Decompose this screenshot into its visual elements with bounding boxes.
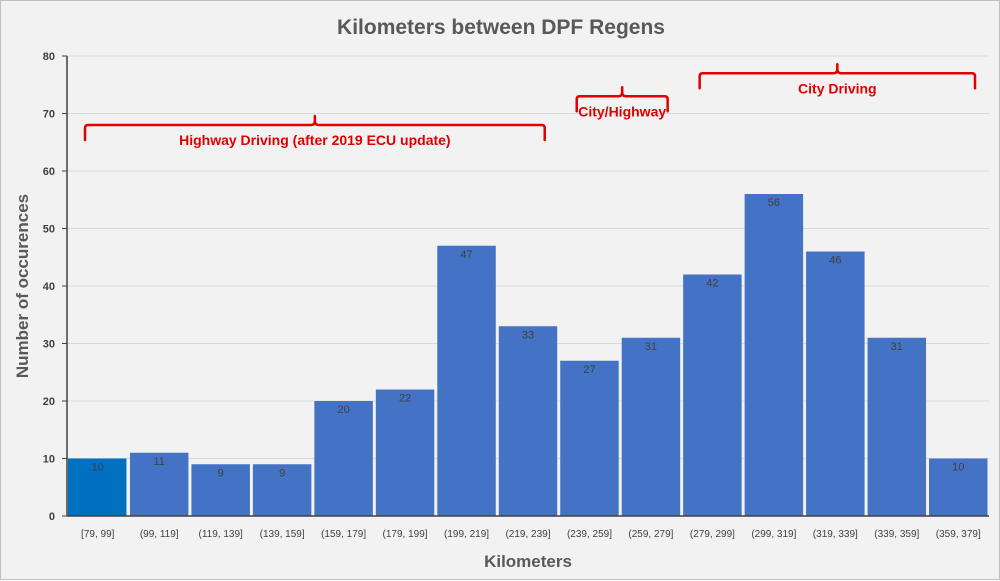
x-tick-label: (259, 279] (628, 529, 673, 540)
bar (129, 452, 189, 516)
data-label: 56 (768, 197, 780, 209)
x-tick-label: (319, 339] (813, 529, 858, 540)
x-tick-label: (359, 379] (936, 529, 981, 540)
data-label: 22 (399, 393, 411, 405)
data-label: 33 (522, 329, 534, 341)
x-tick-label: (119, 139] (199, 529, 244, 540)
axes (62, 55, 989, 517)
x-tick-label: (219, 239] (505, 529, 550, 540)
data-label: 31 (645, 341, 657, 353)
y-tick-label: 80 (43, 51, 55, 63)
y-tick-labels: 0 10 20 30 40 50 60 70 80 (43, 51, 55, 523)
bar (929, 458, 988, 516)
x-tick-label: [79, 99] (81, 529, 115, 540)
y-tick-label: 0 (49, 511, 55, 523)
x-tick-label: (199, 219] (444, 529, 489, 540)
bar (252, 464, 312, 516)
annotation-label: City/Highway (578, 103, 666, 119)
x-tick-label: (339, 359] (874, 529, 919, 540)
annotation-label: Highway Driving (after 2019 ECU update) (179, 132, 451, 148)
annotation-bracket (698, 63, 977, 90)
bar (683, 274, 742, 516)
bar (375, 389, 435, 516)
bar (867, 337, 927, 516)
data-label: 20 (337, 404, 349, 416)
bar (621, 337, 681, 516)
bar (744, 194, 804, 516)
y-tick-label: 30 (43, 339, 55, 351)
bar (191, 464, 250, 516)
data-label: 9 (218, 467, 224, 479)
annotation-bracket (575, 86, 669, 113)
y-tick-label: 40 (43, 281, 55, 293)
data-label: 46 (829, 255, 841, 267)
data-labels: 10 11 9 9 20 22 47 33 27 31 42 56 46 31 10 (92, 197, 965, 479)
x-tick-label: (299, 319] (751, 529, 796, 540)
y-axis-title: Number of occurences (13, 194, 32, 378)
x-tick-label: (279, 299] (690, 529, 735, 540)
annotation-bracket (83, 114, 546, 142)
x-tick-label: (139, 159] (260, 529, 305, 540)
x-tick-label: (159, 179] (321, 529, 366, 540)
bar (806, 251, 865, 516)
x-tick-labels: [79, 99] (99, 119] (119, 139] (139, 159] (15… (81, 529, 981, 540)
annotation-label: City Driving (798, 80, 877, 96)
y-tick-label: 70 (43, 109, 55, 121)
x-tick-label: (99, 119] (140, 529, 179, 540)
data-label: 31 (891, 341, 903, 353)
y-tick-label: 50 (43, 224, 55, 236)
bars (68, 194, 988, 516)
y-tick-label: 10 (43, 454, 55, 466)
data-label: 10 (952, 462, 964, 474)
chart-title: Kilometers between DPF Regens (337, 16, 665, 39)
data-label: 10 (92, 462, 104, 474)
bar (560, 360, 619, 516)
bar (314, 401, 373, 516)
x-tick-label: (239, 259] (567, 529, 612, 540)
data-label: 47 (460, 249, 472, 261)
y-tick-label: 20 (43, 396, 55, 408)
bar (437, 245, 496, 516)
data-label: 11 (153, 456, 164, 468)
x-axis-title: Kilometers (484, 552, 572, 571)
data-label: 42 (706, 278, 718, 290)
data-label: 9 (279, 467, 285, 479)
bar (498, 326, 558, 516)
x-tick-label: (179, 199] (383, 529, 428, 540)
y-tick-label: 60 (43, 166, 55, 178)
bar (68, 458, 127, 516)
annotations: Highway Driving (after 2019 ECU update) C… (83, 63, 977, 148)
data-label: 27 (583, 364, 595, 376)
